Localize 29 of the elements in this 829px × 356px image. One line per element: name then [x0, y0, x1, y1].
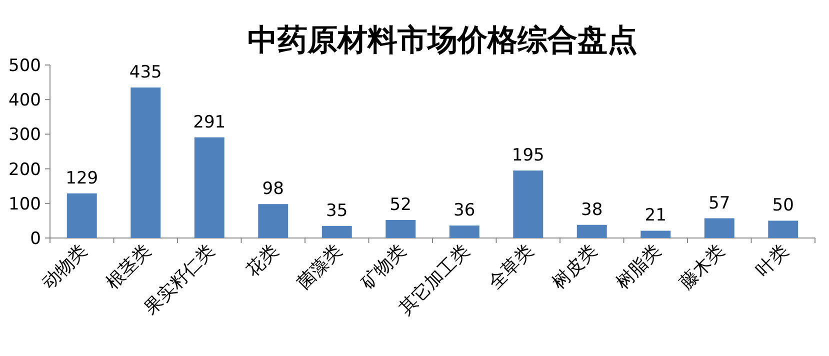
- title: 中药原材料市场价格综合盘点: [248, 23, 638, 58]
- data-label: 291: [193, 112, 226, 132]
- y-tick-label: 500: [8, 56, 41, 76]
- data-label: 35: [326, 200, 348, 221]
- x-tick-label: 叶类: [752, 240, 793, 281]
- data-label: 435: [129, 62, 162, 82]
- x-tick-label: 花类: [242, 240, 283, 281]
- data-label: 38: [581, 200, 603, 220]
- y-tick-label: 400: [8, 90, 41, 111]
- x-tick-label: 动物类: [38, 240, 92, 294]
- x-tick-label: 藤木类: [676, 240, 729, 294]
- data-label: 57: [708, 193, 730, 214]
- x-tick-label: 树皮类: [548, 240, 602, 294]
- y-tick-label: 0: [30, 229, 41, 249]
- data-label: 36: [454, 200, 476, 221]
- x-tick-label: 全草类: [484, 240, 538, 294]
- x-tick-label: 树脂类: [612, 240, 666, 294]
- data-label: 98: [262, 179, 284, 200]
- y-tick-label: 200: [8, 160, 41, 180]
- data-label: 129: [66, 168, 98, 188]
- x-tick-label: 菌藻类: [293, 240, 346, 294]
- data-label: 50: [772, 196, 794, 216]
- data-label: 21: [644, 206, 666, 226]
- x-tick-label: 矿物类: [356, 240, 410, 294]
- y-tick-label: 100: [8, 194, 41, 214]
- data-label: 195: [512, 146, 544, 166]
- y-tick-label: 300: [8, 125, 41, 146]
- x-tick-label: 根茎类: [102, 240, 156, 294]
- data-label: 52: [390, 195, 412, 216]
